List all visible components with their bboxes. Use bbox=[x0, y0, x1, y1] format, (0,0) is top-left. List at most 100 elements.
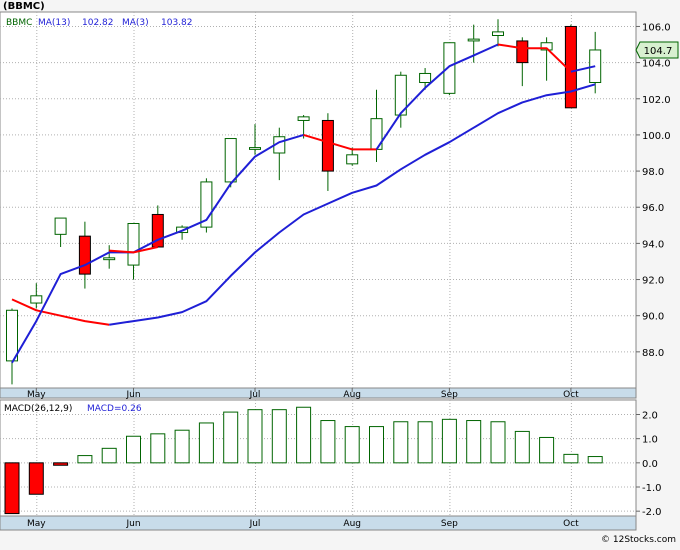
macd-bar-positive bbox=[101, 447, 117, 464]
legend-symbol: BBMC bbox=[6, 18, 32, 28]
price-x-tick-label: Oct bbox=[563, 390, 579, 400]
ma-fast-line-segment bbox=[11, 133, 304, 364]
candle-body-up bbox=[30, 295, 43, 304]
legend-ma3-label: MA(3) bbox=[122, 18, 149, 28]
price-tick-label: 98.0 bbox=[642, 167, 664, 178]
macd-bar-positive bbox=[271, 409, 287, 464]
macd-bar-positive bbox=[223, 411, 239, 464]
price-x-ticks: May Jun Jul Aug Sep Oct bbox=[27, 388, 579, 400]
candle-body-up bbox=[443, 42, 456, 94]
price-tick-label: 102.0 bbox=[642, 95, 671, 106]
candle bbox=[78, 221, 91, 289]
candle-body-up bbox=[467, 38, 480, 42]
ma-short-line-segment bbox=[303, 133, 377, 151]
macd-bar-positive bbox=[539, 436, 555, 464]
macd-x-tick-label: May bbox=[27, 519, 46, 529]
ma-fast-line-segment bbox=[375, 43, 499, 150]
candle-body-down bbox=[516, 40, 529, 64]
candle bbox=[54, 217, 67, 247]
price-y-ticks: 106.0 104.0 102.0 100.0 98.0 96.0 94.0 92.0 90.0… bbox=[636, 22, 671, 359]
price-tick-label: 104.0 bbox=[642, 59, 671, 70]
macd-bar-negative bbox=[4, 462, 20, 515]
macd-bar-positive bbox=[174, 429, 190, 464]
candle-body-down bbox=[321, 119, 334, 172]
macd-bar-positive bbox=[563, 453, 579, 464]
macd-x-tick-label: Sep bbox=[441, 519, 458, 529]
candle-body-up bbox=[103, 257, 116, 261]
price-plot-area bbox=[0, 11, 637, 389]
price-tick-label: 94.0 bbox=[642, 239, 664, 250]
candle bbox=[419, 68, 432, 90]
ma-short-line-segment bbox=[109, 246, 159, 254]
macd-legend-value: MACD=0.26 bbox=[87, 404, 142, 414]
ma-short-line-segment bbox=[11, 298, 110, 326]
macd-bar-positive bbox=[77, 455, 93, 464]
candle-body-up bbox=[224, 138, 237, 183]
candle bbox=[297, 115, 310, 139]
candle-body-up bbox=[346, 154, 359, 165]
macd-bar-positive bbox=[320, 420, 336, 464]
candle bbox=[492, 19, 504, 47]
ma-lines bbox=[11, 43, 596, 364]
candle bbox=[224, 138, 237, 188]
macd-bar-positive bbox=[466, 420, 482, 464]
price-tick-label: 106.0 bbox=[642, 22, 671, 33]
macd-bar-positive bbox=[393, 421, 409, 464]
price-tick-label: 100.0 bbox=[642, 131, 671, 142]
macd-tick-label: -2.0 bbox=[642, 507, 662, 518]
candle-body-up bbox=[492, 31, 504, 36]
ma-short-line-segment bbox=[497, 43, 572, 73]
macd-x-tick-label: Jul bbox=[249, 519, 261, 529]
legend-ma13-label: MA(13) bbox=[38, 18, 70, 28]
macd-x-tick-label: Oct bbox=[563, 519, 579, 529]
price-x-axis-strip bbox=[0, 387, 637, 399]
copyright-text: © 12Stocks.com bbox=[601, 535, 676, 545]
macd-x-ticks: May Jun Jul Aug Sep Oct bbox=[27, 519, 579, 529]
macd-bar-positive bbox=[344, 426, 360, 464]
macd-bar-positive bbox=[150, 433, 166, 464]
legend-ma13-value: 102.82 bbox=[82, 18, 114, 28]
macd-x-tick-label: Aug bbox=[343, 519, 361, 529]
candle bbox=[200, 178, 213, 233]
candle-body-up bbox=[394, 74, 407, 116]
macd-bar-positive bbox=[296, 406, 312, 464]
candle bbox=[394, 71, 407, 128]
price-tick-label: 96.0 bbox=[642, 203, 664, 214]
price-x-tick-label: Jul bbox=[249, 390, 261, 400]
candle-body-down bbox=[78, 235, 91, 275]
macd-x-axis-strip bbox=[0, 515, 637, 531]
price-tick-label: 88.0 bbox=[642, 348, 664, 359]
macd-bar-negative bbox=[53, 462, 69, 466]
macd-y-ticks: 2.0 1.0 0.0 -1.0 -2.0 bbox=[636, 411, 662, 518]
candle bbox=[30, 283, 43, 309]
candle bbox=[346, 147, 359, 166]
price-x-tick-label: Aug bbox=[343, 390, 361, 400]
price-x-tick-label: May bbox=[27, 390, 46, 400]
macd-tick-label: 1.0 bbox=[642, 435, 658, 446]
candle-body-up bbox=[249, 147, 261, 150]
current-price-label: 104.7 bbox=[644, 46, 673, 57]
ma-long-line bbox=[109, 83, 596, 326]
macd-bar-positive bbox=[587, 456, 603, 464]
ma-fast-line-segment bbox=[570, 65, 596, 73]
macd-bar-positive bbox=[369, 426, 384, 464]
macd-bar-positive bbox=[126, 435, 141, 464]
candle-body-up bbox=[54, 217, 67, 235]
price-x-tick-label: Jun bbox=[125, 390, 140, 400]
macd-legend-label: MACD(26,12,9) bbox=[4, 404, 72, 414]
price-x-tick-label: Sep bbox=[441, 390, 458, 400]
macd-tick-label: 0.0 bbox=[642, 459, 658, 470]
candle bbox=[103, 245, 116, 269]
candle-body-up bbox=[200, 181, 213, 228]
price-tick-label: 90.0 bbox=[642, 312, 664, 323]
chart-title: (BBMC) bbox=[3, 1, 45, 12]
candle bbox=[540, 37, 553, 81]
macd-bar-positive bbox=[490, 421, 506, 464]
candle bbox=[564, 24, 577, 109]
price-tick-label: 92.0 bbox=[642, 276, 664, 287]
macd-bar-positive bbox=[417, 421, 433, 464]
macd-bars bbox=[4, 406, 603, 515]
current-price-marker: 104.7 bbox=[635, 41, 679, 59]
candle bbox=[443, 42, 456, 96]
